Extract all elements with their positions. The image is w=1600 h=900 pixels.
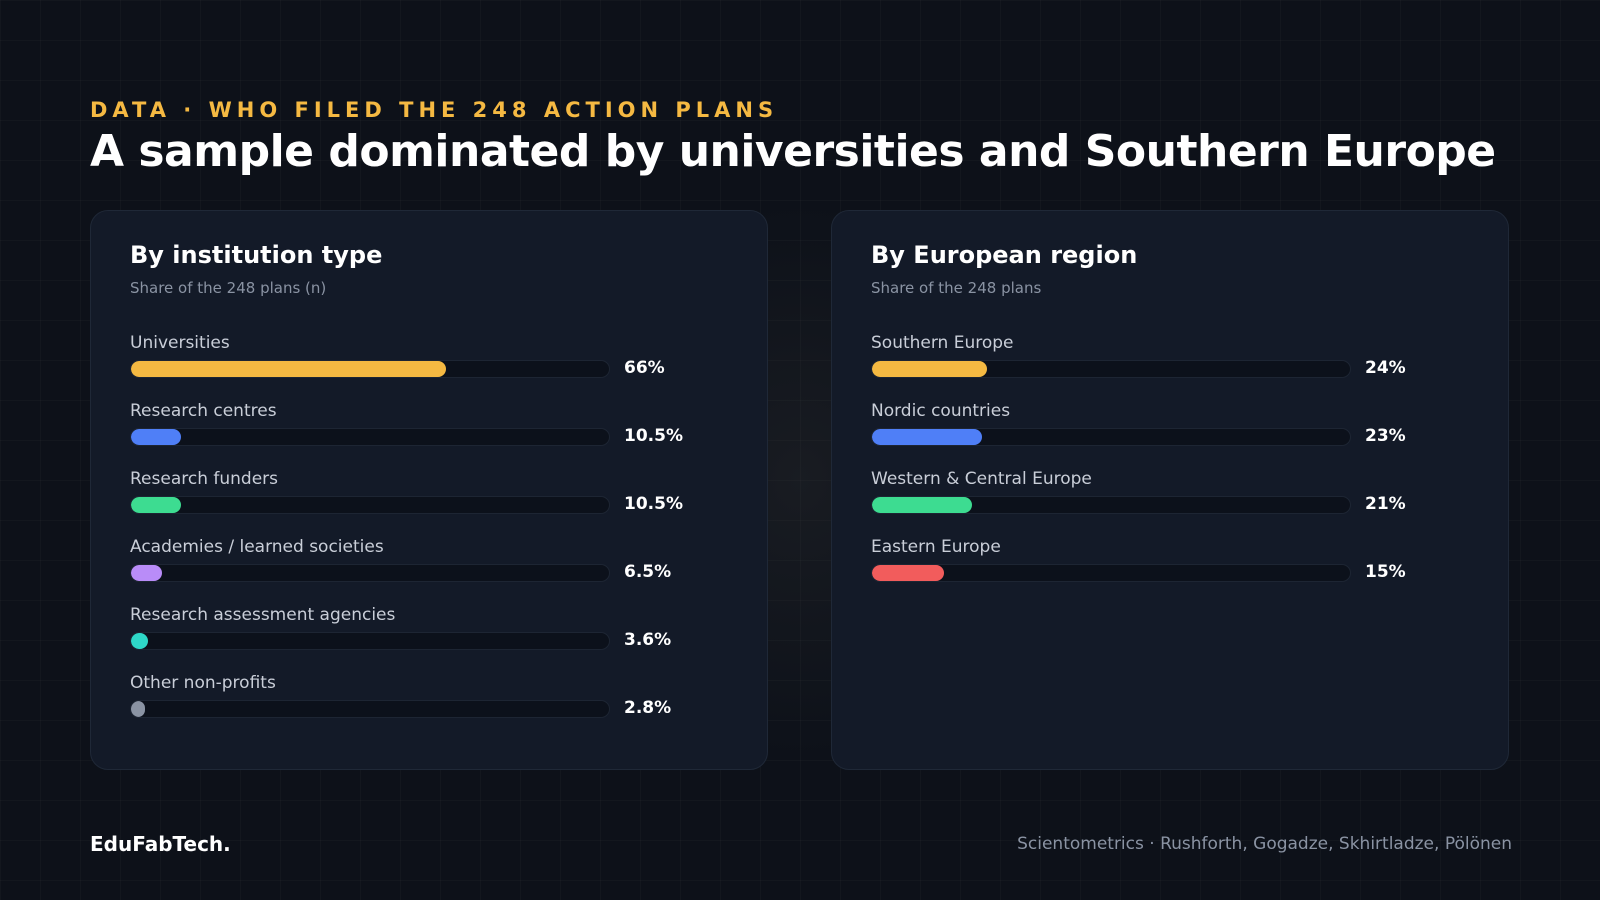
bar-track [130,360,610,378]
bar-row: Other non-profits 2.8% [130,673,730,741]
region-chart-subtitle: Share of the 248 plans [871,279,1042,297]
bar-track [130,564,610,582]
bar-track [130,632,610,650]
bar-track [130,496,610,514]
bar-row: Academies / learned societies 6.5% [130,537,730,605]
bar-category-label: Research funders [130,469,279,489]
bar-row: Universities 66% [130,333,730,401]
bar-value-label: 23% [1365,426,1406,446]
bar-value-label: 66% [624,358,665,378]
bar-value-label: 15% [1365,562,1406,582]
bar-value-label: 10.5% [624,426,683,446]
institution-type-bar-list: Universities 66% Research centres 10.5% Rese… [130,333,730,741]
bar-track [871,496,1351,514]
institution-type-chart-subtitle: Share of the 248 plans (n) [130,279,327,297]
bar-fill [131,497,182,513]
institution-type-chart-title: By institution type [130,241,383,269]
bar-row: Research funders 10.5% [130,469,730,537]
institution-type-panel: By institution type Share of the 248 pla… [90,210,768,770]
bar-fill [131,633,149,649]
bar-fill [131,565,163,581]
bar-value-label: 21% [1365,494,1406,514]
region-panel: By European region Share of the 248 plan… [831,210,1509,770]
brand-logo-text: EduFabTech. [90,832,231,856]
bar-row: Western & Central Europe 21% [871,469,1471,537]
bar-value-label: 6.5% [624,562,672,582]
bar-category-label: Nordic countries [871,401,1011,421]
bar-row: Eastern Europe 15% [871,537,1471,605]
bar-fill [872,497,973,513]
bar-category-label: Southern Europe [871,333,1014,353]
source-credit: Scientometrics · Rushforth, Gogadze, Skh… [1017,834,1512,854]
bar-category-label: Other non-profits [130,673,276,693]
bar-value-label: 24% [1365,358,1406,378]
bar-track [871,564,1351,582]
section-eyebrow: DATA · WHO FILED THE 248 ACTION PLANS [90,98,779,122]
bar-fill [131,429,182,445]
bar-track [130,700,610,718]
bar-fill [131,361,447,377]
bar-category-label: Research centres [130,401,277,421]
bar-category-label: Academies / learned societies [130,537,384,557]
bar-category-label: Western & Central Europe [871,469,1092,489]
bar-value-label: 2.8% [624,698,672,718]
bar-fill [872,361,987,377]
bar-row: Research centres 10.5% [130,401,730,469]
bar-fill [872,565,944,581]
bar-track [130,428,610,446]
bar-row: Research assessment agencies 3.6% [130,605,730,673]
bar-value-label: 3.6% [624,630,672,650]
bar-track [871,360,1351,378]
bar-track [871,428,1351,446]
bar-fill [872,429,982,445]
bar-row: Nordic countries 23% [871,401,1471,469]
region-bar-list: Southern Europe 24% Nordic countries 23% Wes… [871,333,1471,605]
bar-row: Southern Europe 24% [871,333,1471,401]
bar-fill [131,701,146,717]
region-chart-title: By European region [871,241,1138,269]
page-title: A sample dominated by universities and S… [90,126,1496,177]
bar-category-label: Universities [130,333,230,353]
bar-value-label: 10.5% [624,494,683,514]
bar-category-label: Research assessment agencies [130,605,396,625]
bar-category-label: Eastern Europe [871,537,1001,557]
